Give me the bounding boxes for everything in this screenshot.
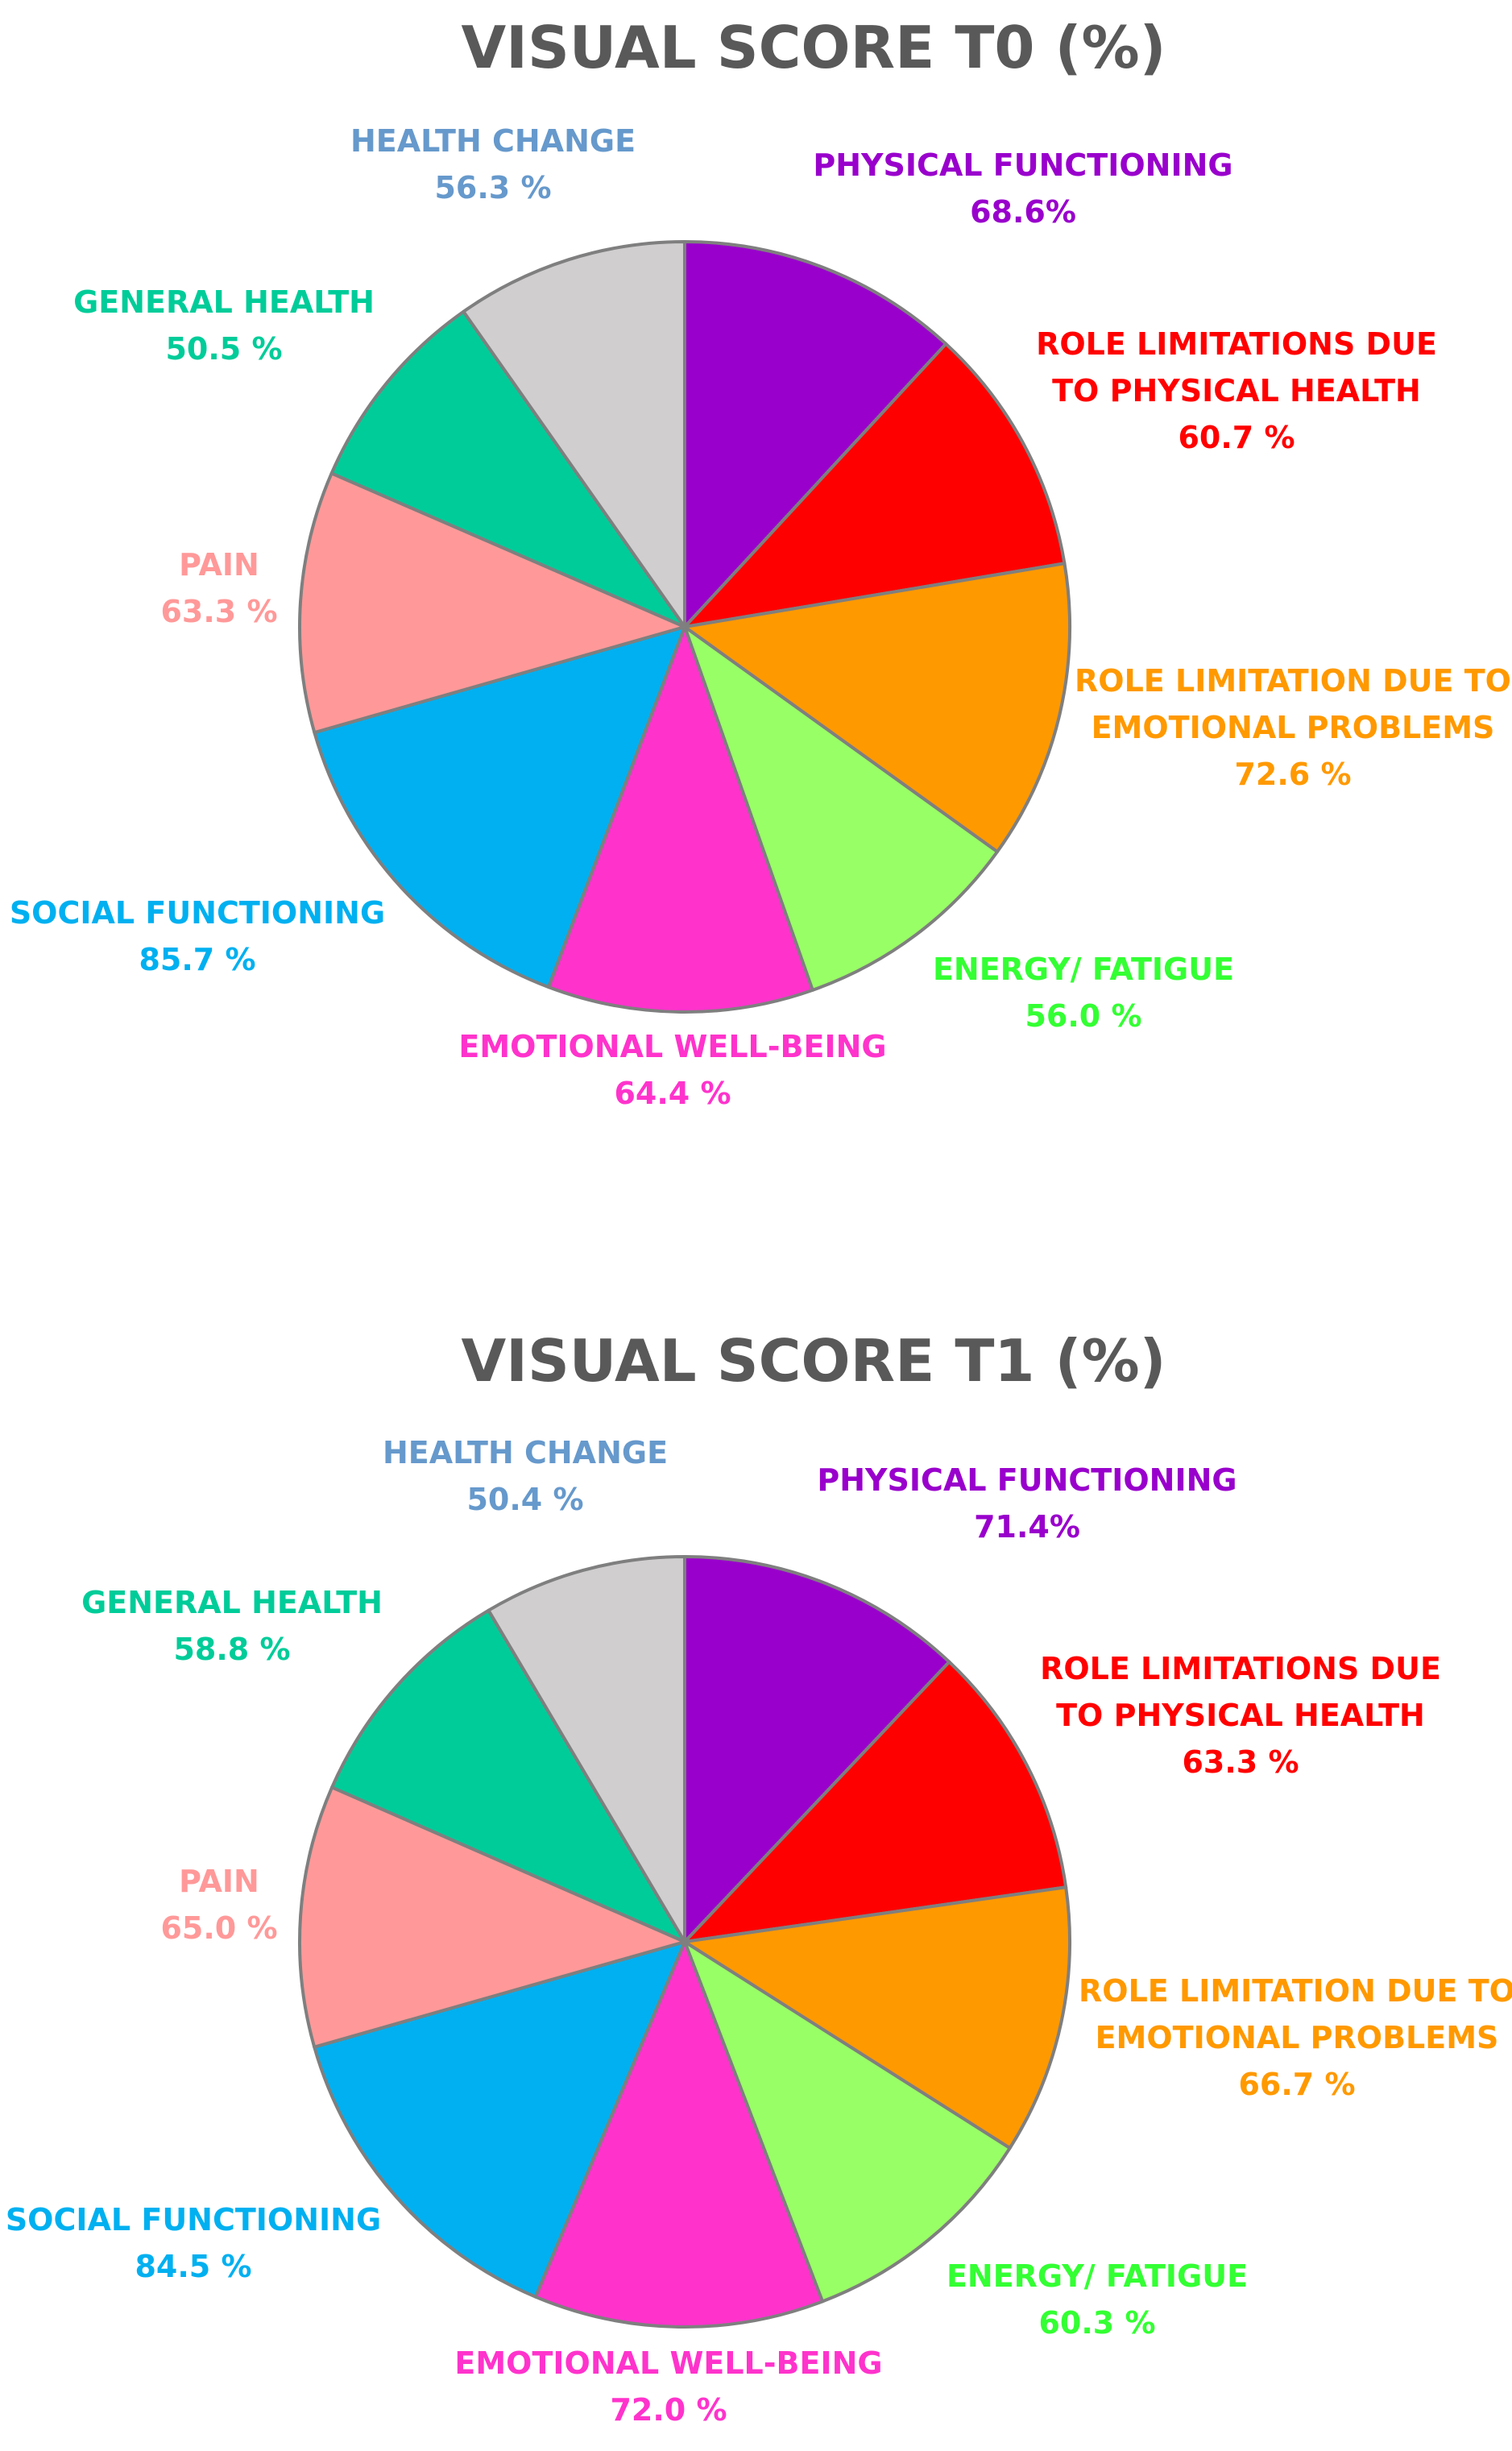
slice-label-pain: PAIN 63.3 %	[160, 547, 277, 629]
pie-slice-energy-fatigue	[683, 625, 1000, 992]
slice-label-emotional-well-being: EMOTIONAL WELL-BEING 72.0 %	[454, 2345, 882, 2428]
pie-slice-social-functioning	[313, 1940, 686, 2299]
slice-label-energy-fatigue: ENERGY/ FATIGUE 60.3 %	[947, 2258, 1248, 2341]
pie-slice-health-change	[462, 240, 686, 628]
pie-chart-t0	[298, 240, 1071, 1014]
pie-slice-general-health	[330, 1608, 686, 1943]
slice-label-social-functioning: SOCIAL FUNCTIONING 85.7 %	[10, 895, 385, 977]
pie-slice-emotional-well-being	[533, 1940, 825, 2329]
slice-label-pain: PAIN 65.0 %	[160, 1864, 277, 1946]
slice-label-social-functioning: SOCIAL FUNCTIONING 84.5 %	[6, 2202, 381, 2284]
pie-chart-t1	[298, 1555, 1071, 2329]
slice-label-energy-fatigue: ENERGY/ FATIGUE 56.0 %	[933, 952, 1234, 1034]
slice-label-role-limitations-due-to-physical-health: ROLE LIMITATIONS DUE TO PHYSICAL HEALTH 63…	[1040, 1651, 1441, 1780]
slice-label-physical-functioning: PHYSICAL FUNCTIONING 71.4%	[817, 1462, 1237, 1545]
pie-slice-role-limitation-due-to-emotional-problems	[683, 1885, 1071, 2150]
pie-slice-physical-functioning	[683, 1555, 951, 1943]
slice-label-physical-functioning: PHYSICAL FUNCTIONING 68.6%	[813, 147, 1232, 230]
pie-slice-pain	[298, 471, 686, 735]
pie-slice-pain	[298, 1785, 686, 2049]
slice-label-health-change: HEALTH CHANGE 56.3 %	[350, 123, 636, 205]
pie-slice-health-change	[487, 1555, 686, 1943]
slice-label-role-limitations-due-to-physical-health: ROLE LIMITATIONS DUE TO PHYSICAL HEALTH 60…	[1036, 326, 1437, 455]
pie-slice-role-limitation-due-to-emotional-problems	[683, 562, 1071, 854]
pie-slice-general-health	[329, 309, 686, 628]
slice-label-general-health: GENERAL HEALTH 58.8 %	[81, 1585, 383, 1667]
chart-title-t1: VISUAL SCORE T1 (%)	[461, 1327, 1166, 1395]
slice-label-role-limitation-due-to-emotional-problems: ROLE LIMITATION DUE TO EMOTIONAL PROBLEMS…	[1075, 663, 1511, 792]
pie-slice-energy-fatigue	[683, 1940, 1012, 2304]
pie-slice-emotional-well-being	[546, 625, 814, 1014]
chart-title-t0: VISUAL SCORE T0 (%)	[461, 14, 1166, 81]
pie-labels-t1: PHYSICAL FUNCTIONING 71.4% ROLE LIMITATION…	[6, 1435, 1512, 2428]
slice-label-general-health: GENERAL HEALTH 50.5 %	[73, 284, 375, 367]
slice-label-role-limitation-due-to-emotional-problems: ROLE LIMITATION DUE TO EMOTIONAL PROBLEMS…	[1079, 1973, 1512, 2102]
slice-label-emotional-well-being: EMOTIONAL WELL-BEING 64.4 %	[458, 1029, 886, 1111]
pie-slice-role-limitations-due-to-physical-health	[683, 342, 1067, 628]
pie-slice-physical-functioning	[683, 240, 948, 628]
pie-slice-role-limitations-due-to-physical-health	[683, 1660, 1068, 1943]
pie-labels-t0: PHYSICAL FUNCTIONING 68.6% ROLE LIMITATION…	[10, 123, 1511, 1111]
pie-slice-social-functioning	[313, 625, 686, 989]
slice-label-health-change: HEALTH CHANGE 50.4 %	[383, 1435, 668, 1517]
